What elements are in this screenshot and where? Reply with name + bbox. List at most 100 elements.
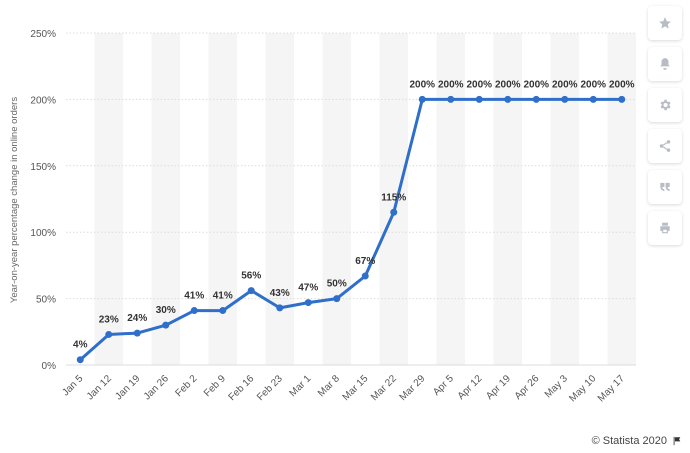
- notification-button[interactable]: [648, 47, 682, 81]
- x-tick-label: Apr 5: [431, 373, 456, 398]
- data-label: 67%: [355, 256, 375, 267]
- data-point: [390, 208, 398, 216]
- column-band: [607, 33, 636, 365]
- column-band: [151, 33, 180, 365]
- x-tick-label: Jan 5: [60, 373, 85, 398]
- chart-toolbar: [648, 6, 684, 248]
- x-tick-label: Jan 19: [113, 373, 142, 402]
- y-axis: 0% 50% 100% 150% 200% 250%: [30, 29, 56, 372]
- y-tick-label: 50%: [36, 295, 56, 306]
- series-line-group: [76, 95, 626, 364]
- column-band: [550, 33, 579, 365]
- data-point: [561, 95, 569, 103]
- column-band: [493, 33, 522, 365]
- data-point: [190, 307, 198, 315]
- x-tick-label: Jan 26: [142, 373, 171, 402]
- x-tick-label: Apr 12: [456, 373, 485, 402]
- y-axis-title: Year-on-year percentage change in online…: [9, 97, 20, 303]
- x-tick-label: May 10: [567, 373, 598, 404]
- settings-button[interactable]: [648, 88, 682, 122]
- cite-button[interactable]: [648, 170, 682, 204]
- data-point: [447, 95, 455, 103]
- share-button[interactable]: [648, 129, 682, 163]
- data-point: [589, 95, 597, 103]
- credit-text: © Statista 2020: [591, 435, 667, 447]
- column-band: [208, 33, 237, 365]
- data-labels: 4% 23% 24% 30% 41% 41% 56% 43% 47% 50% 67% 115% 200%…: [73, 79, 635, 350]
- y-tick-label: 0%: [42, 361, 57, 372]
- data-point: [219, 307, 227, 315]
- data-point: [162, 321, 170, 329]
- series-line: [79, 97, 622, 361]
- x-tick-label: May 17: [596, 373, 627, 404]
- x-tick-label: Apr 26: [513, 373, 542, 402]
- data-label: 200%: [438, 79, 464, 90]
- y-tick-label: 150%: [30, 162, 56, 173]
- data-label: 200%: [552, 79, 578, 90]
- x-tick-label: Mar 29: [398, 373, 428, 403]
- data-point: [475, 95, 483, 103]
- column-band: [94, 33, 123, 365]
- gear-icon: [660, 99, 671, 111]
- x-tick-label: Apr 19: [484, 373, 513, 402]
- column-band: [436, 33, 465, 365]
- data-point: [418, 95, 426, 103]
- x-tick-label: May 3: [543, 373, 570, 400]
- data-label: 43%: [270, 288, 290, 299]
- data-point: [304, 299, 312, 307]
- y-tick-label: 100%: [30, 228, 56, 239]
- data-label: 200%: [609, 79, 635, 90]
- data-point: [76, 356, 84, 364]
- data-point: [333, 295, 341, 303]
- data-label: 56%: [241, 271, 261, 282]
- source-credit[interactable]: © Statista 2020: [592, 435, 682, 447]
- bell-icon: [660, 58, 670, 70]
- grid-lines: [66, 32, 636, 366]
- x-tick-label: Feb 16: [227, 373, 257, 403]
- data-label: 115%: [381, 192, 406, 203]
- x-tick-label: Mar 15: [341, 373, 371, 403]
- data-label: 41%: [184, 291, 204, 302]
- print-icon: [660, 222, 670, 234]
- data-label: 41%: [213, 291, 233, 302]
- x-tick-label: Mar 8: [316, 373, 342, 399]
- data-point: [247, 287, 255, 295]
- data-label: 200%: [580, 79, 606, 90]
- data-label: 47%: [298, 283, 318, 294]
- print-button[interactable]: [648, 211, 682, 245]
- data-label: 24%: [127, 313, 147, 324]
- favorite-button[interactable]: [648, 6, 682, 40]
- x-tick-label: Feb 9: [202, 373, 228, 399]
- share-icon: [659, 140, 671, 152]
- data-label: 200%: [409, 79, 435, 90]
- data-point: [618, 95, 626, 103]
- data-label: 50%: [327, 279, 347, 290]
- data-label: 23%: [99, 314, 119, 325]
- column-band: [322, 33, 351, 365]
- data-point: [105, 330, 113, 338]
- data-label: 30%: [156, 305, 176, 316]
- star-icon: [659, 17, 671, 29]
- data-point: [276, 304, 284, 312]
- data-point: [133, 329, 141, 337]
- x-tick-label: Jan 12: [85, 373, 114, 402]
- x-tick-label: Feb 23: [255, 373, 285, 403]
- data-label: 200%: [466, 79, 492, 90]
- y-tick-label: 200%: [30, 95, 56, 106]
- column-band: [379, 33, 408, 365]
- x-tick-label: Mar 22: [369, 373, 399, 403]
- data-point: [504, 95, 512, 103]
- x-tick-label: Feb 2: [174, 373, 200, 399]
- quote-icon: [660, 182, 670, 192]
- data-label: 200%: [495, 79, 521, 90]
- data-label: 200%: [523, 79, 549, 90]
- data-point: [361, 272, 369, 280]
- data-point: [532, 95, 540, 103]
- flag-icon: [673, 436, 681, 446]
- column-band: [265, 33, 294, 365]
- x-tick-label: Mar 1: [288, 373, 314, 399]
- data-label: 4%: [73, 340, 88, 351]
- y-tick-label: 250%: [30, 29, 56, 40]
